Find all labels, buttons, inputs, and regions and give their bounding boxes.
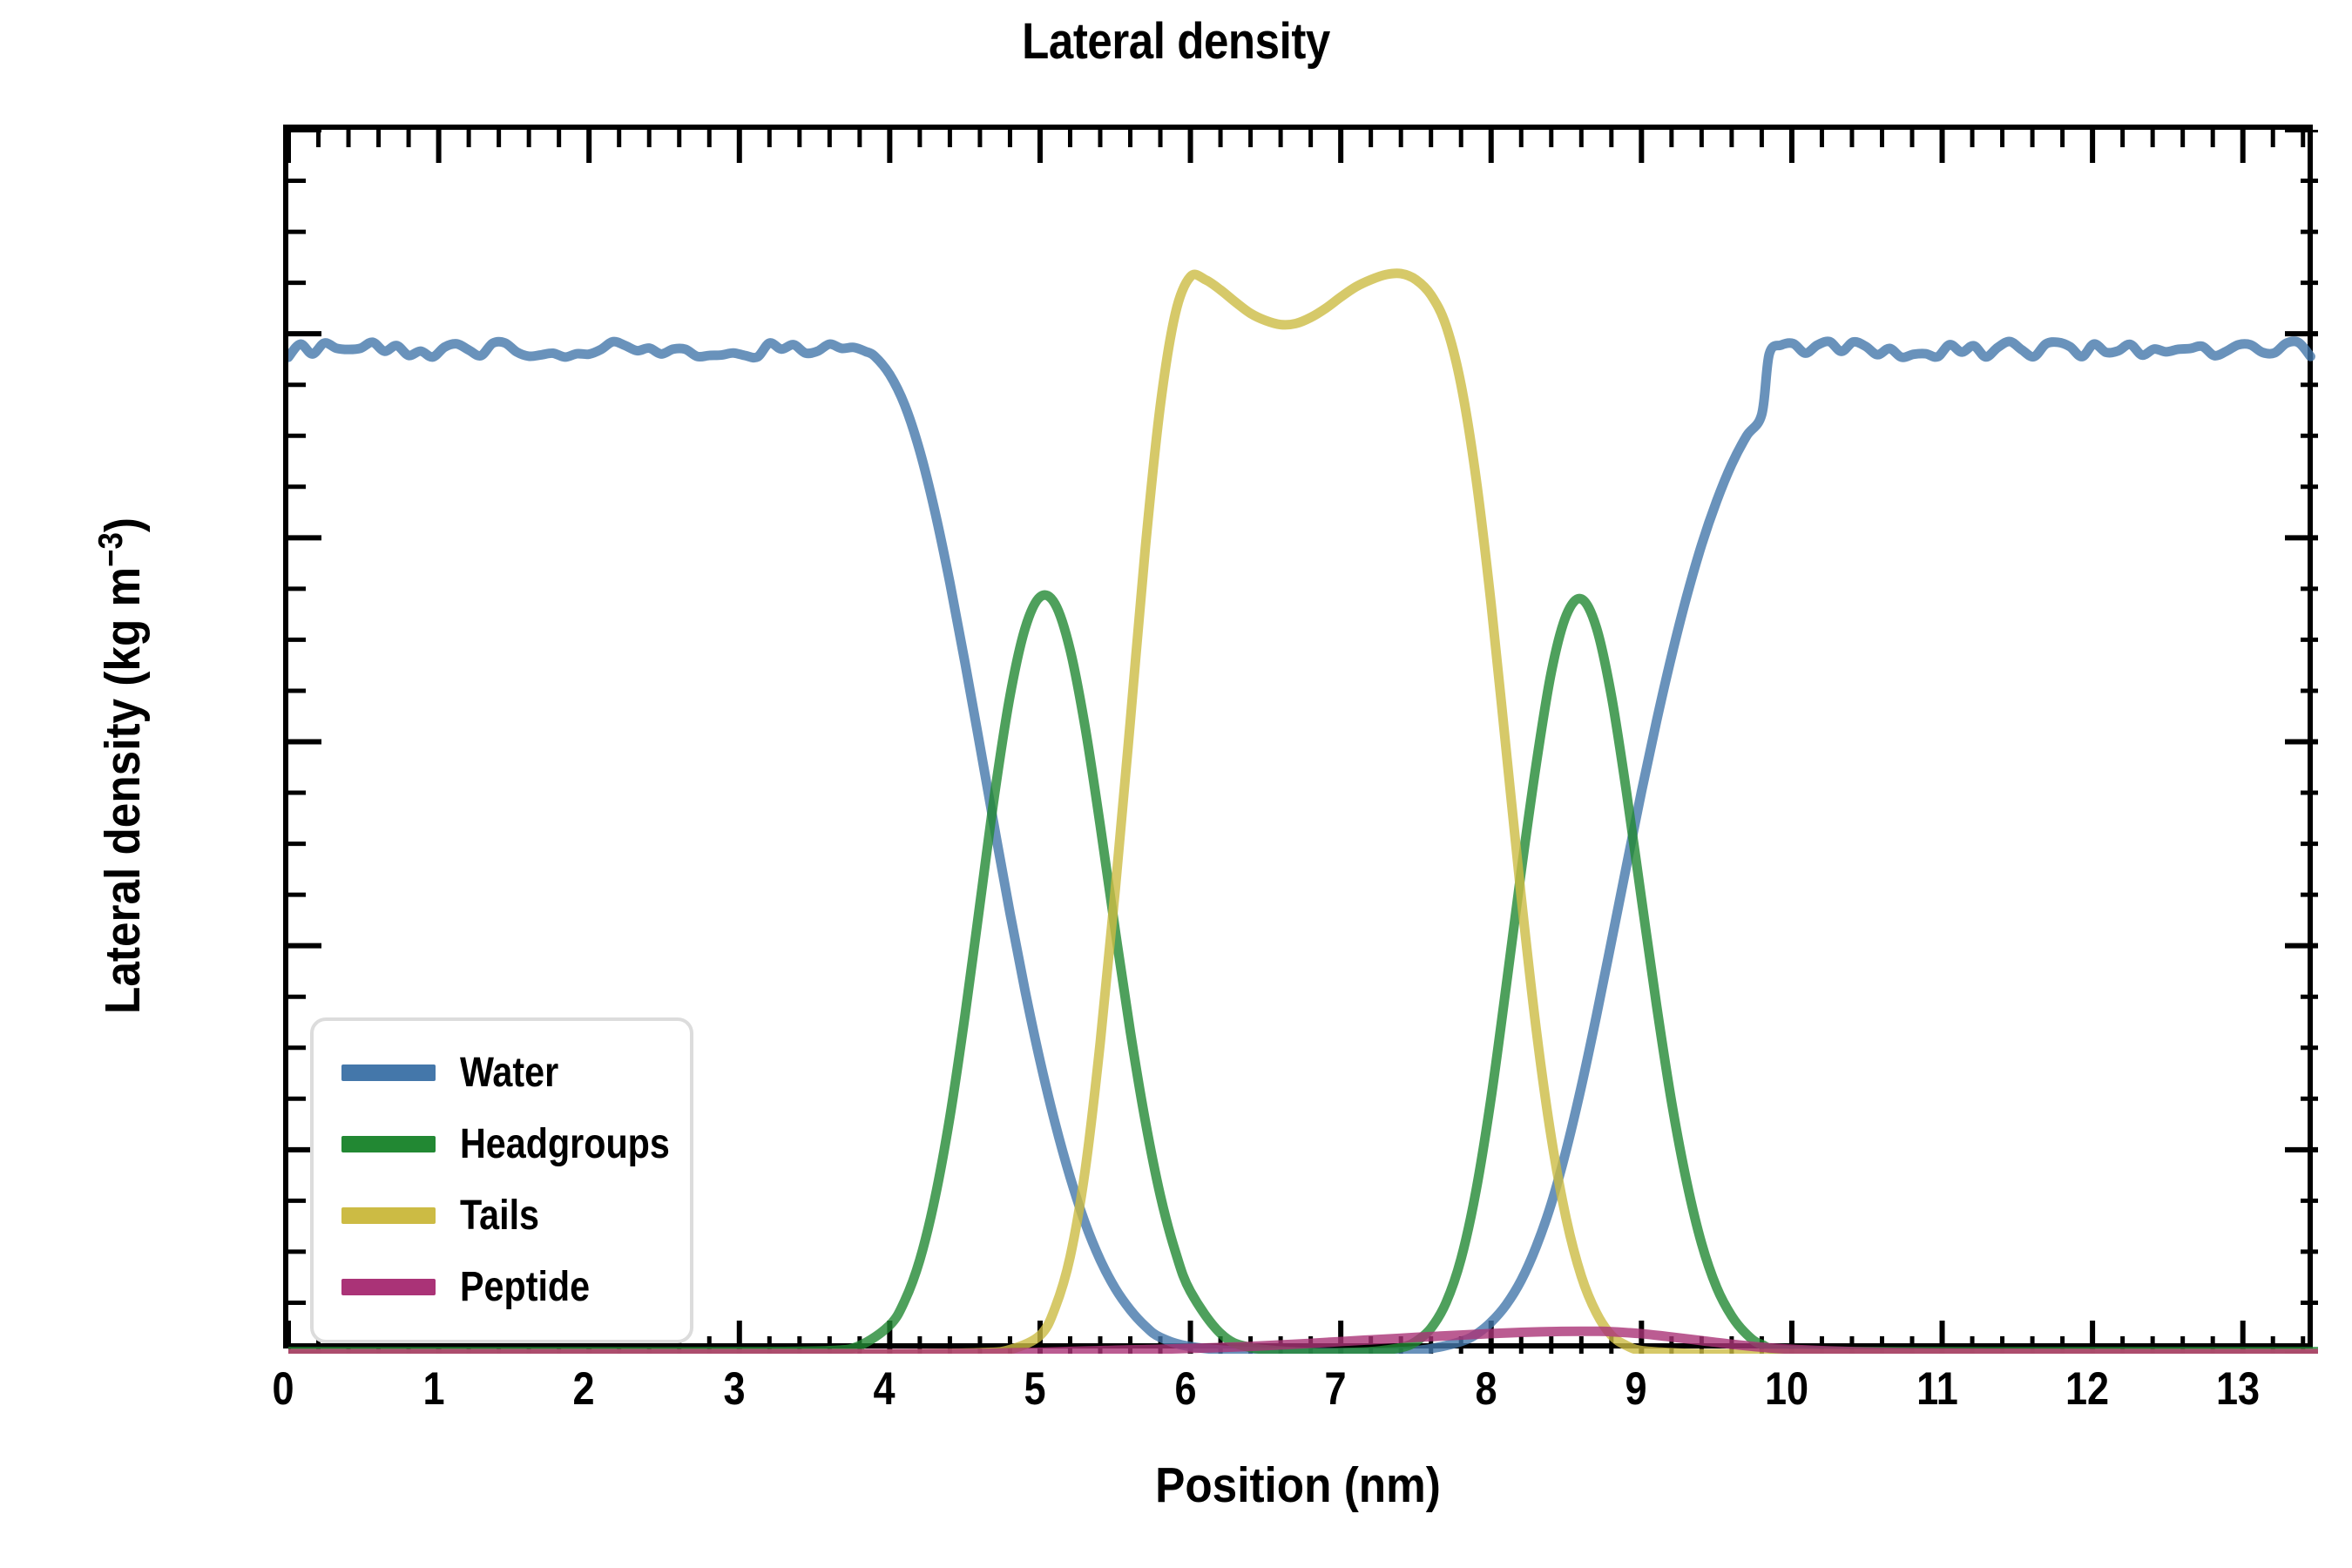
x-tick-label: 1 [422,1363,445,1415]
x-axis-label: Position (nm) [1155,1457,1441,1513]
legend-label-water: Water [460,1049,559,1096]
x-tick-label: 10 [1764,1363,1808,1415]
x-tick-label: 13 [2215,1363,2260,1415]
chart-legend[interactable]: Water Headgroups Tails Peptide [310,1017,693,1343]
x-tick-label: 11 [1916,1363,1958,1415]
x-tick-label: 9 [1625,1363,1647,1415]
legend-item-peptide[interactable]: Peptide [314,1251,690,1322]
legend-item-tails[interactable]: Tails [314,1179,690,1251]
series-lines [288,268,2318,1354]
plot-area [283,125,2318,1354]
legend-swatch-peptide [341,1278,436,1295]
legend-item-water[interactable]: Water [314,1037,690,1108]
legend-swatch-water [341,1064,436,1081]
x-tick-label: 7 [1324,1363,1347,1415]
plot-svg [288,130,2318,1354]
x-tick-label: 5 [1024,1363,1046,1415]
legend-label-peptide: Peptide [460,1263,591,1310]
x-tick-label: 2 [572,1363,595,1415]
chart-title: Lateral density [1022,13,1330,70]
series-line-tails [288,268,2318,1354]
x-tick-label: 12 [2065,1363,2110,1415]
legend-swatch-tails [341,1206,436,1224]
legend-item-headgroups[interactable]: Headgroups [314,1108,690,1179]
legend-label-headgroups: Headgroups [460,1120,670,1167]
x-tick-label: 0 [272,1363,294,1415]
series-line-peptide [288,1326,2318,1354]
x-tick-label: 3 [723,1363,746,1415]
x-tick-label: 4 [873,1363,896,1415]
legend-label-tails: Tails [460,1192,540,1239]
legend-swatch-headgroups [341,1135,436,1152]
x-tick-label: 8 [1475,1363,1497,1415]
series-line-headgroups [288,590,2318,1354]
x-tick-label: 6 [1174,1363,1197,1415]
